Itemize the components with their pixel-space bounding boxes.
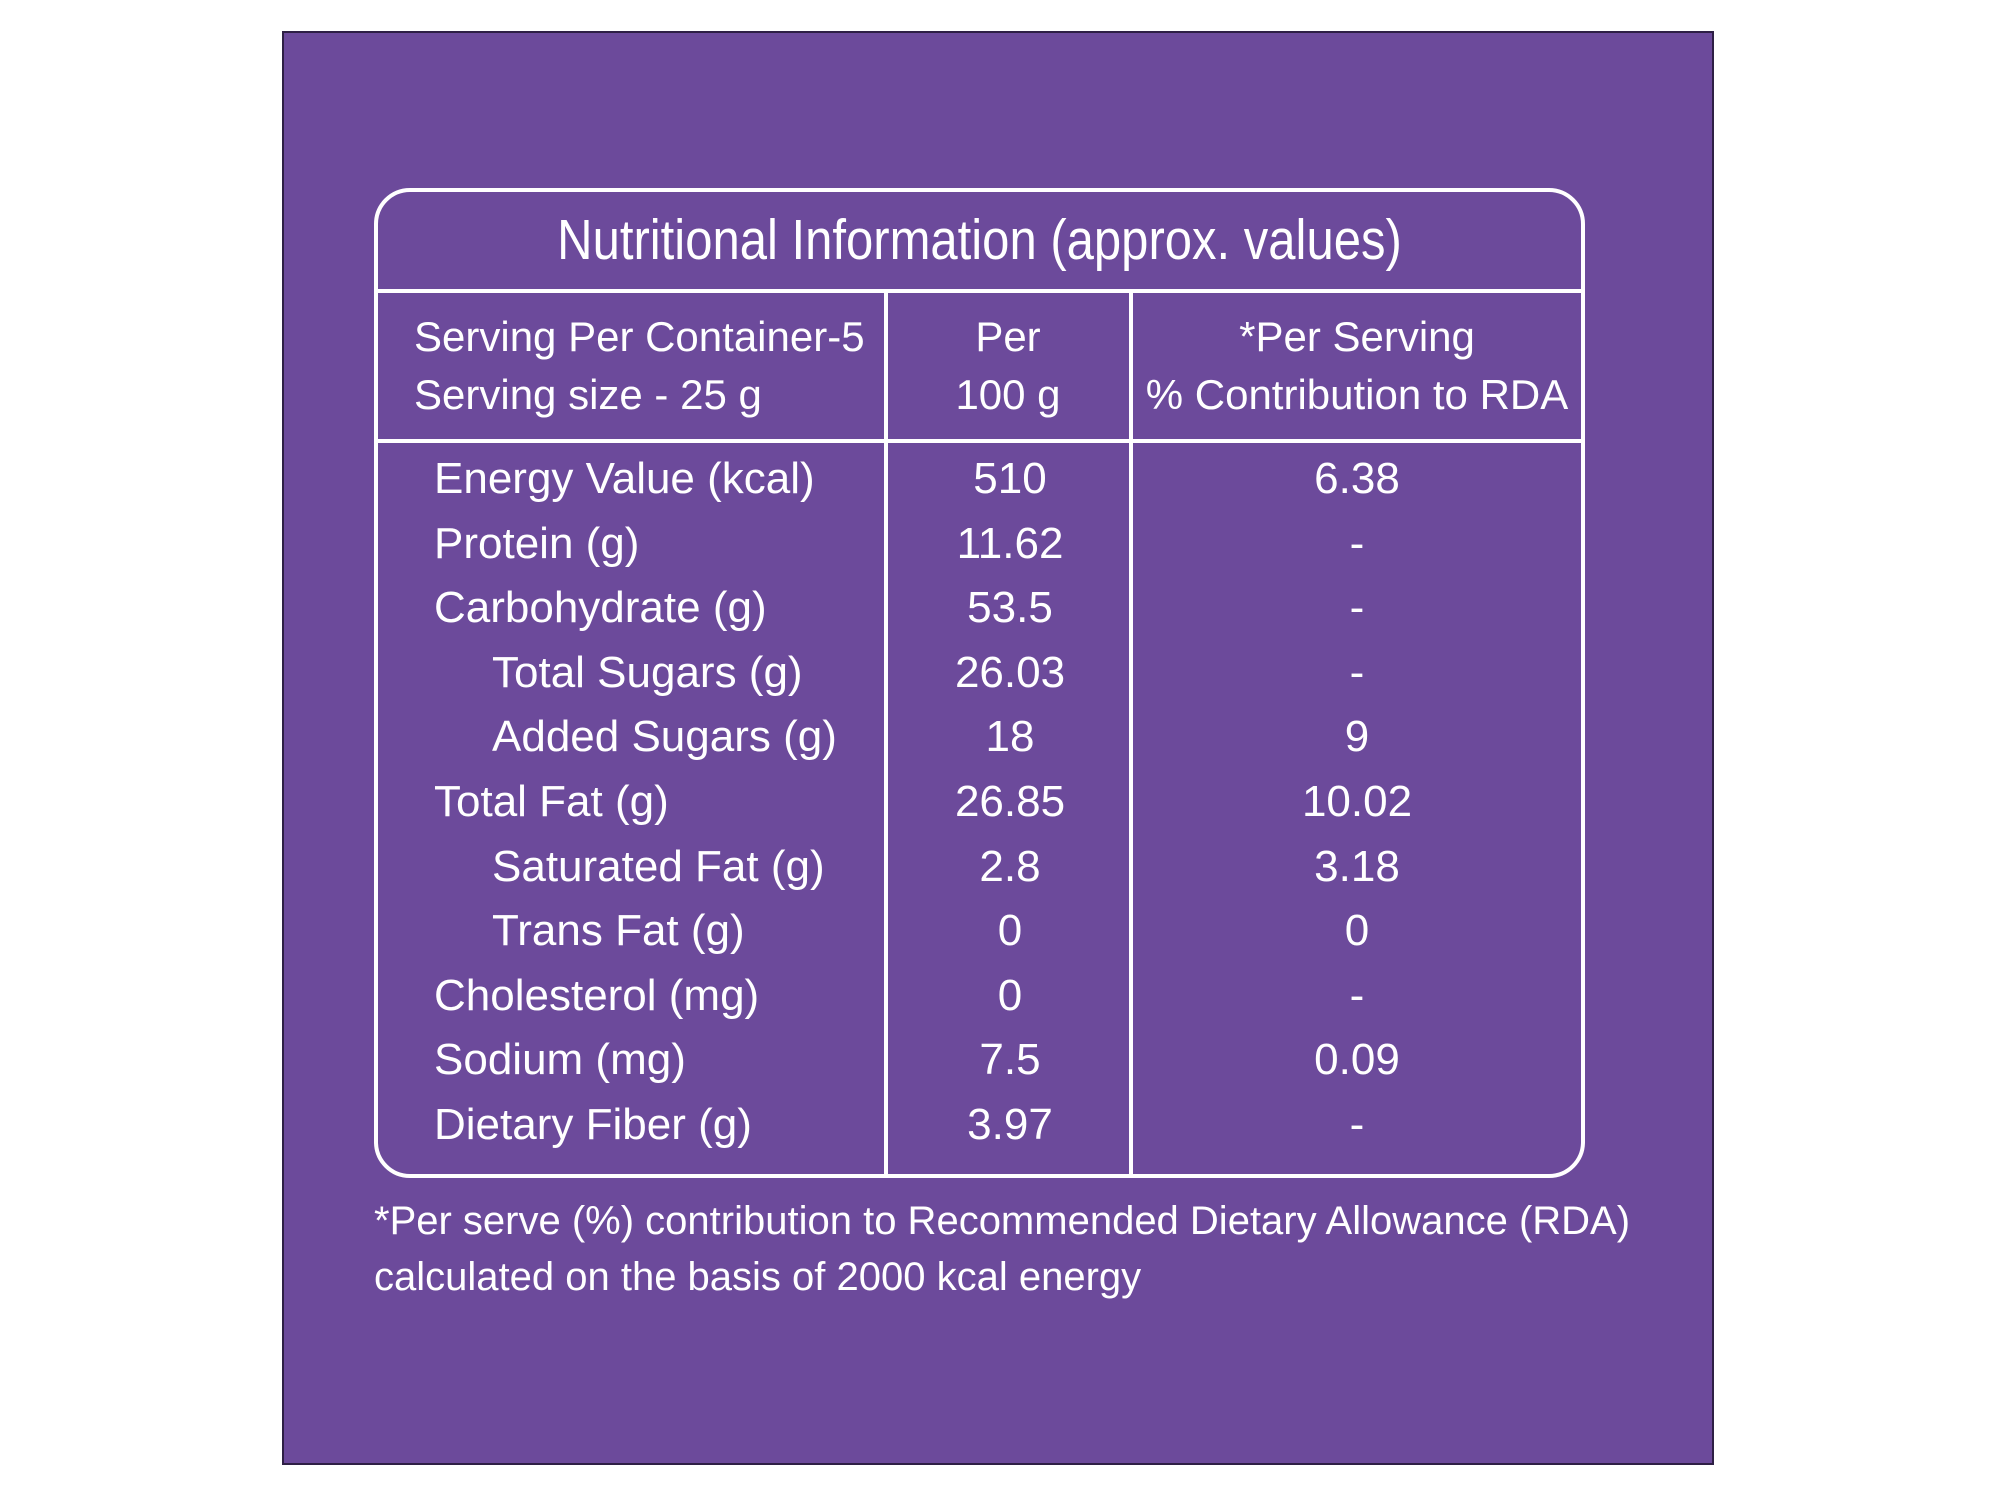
per-100g-value: 26.85 xyxy=(954,776,1066,826)
per-100g-header: Per 100 g xyxy=(888,293,1128,439)
per-serving-header: *Per Serving % Contribution to RDA xyxy=(1133,293,1581,439)
per-100g-header-line2: 100 g xyxy=(955,371,1061,418)
per-serving-value: 0.09 xyxy=(1314,1035,1400,1085)
table-row: Total Sugars (g) 26.03 - xyxy=(378,641,1581,706)
per-serving-value: 10.02 xyxy=(1301,776,1413,826)
per-100g-value: 510 xyxy=(973,454,1047,503)
column-divider-1 xyxy=(884,289,888,1174)
header-divider xyxy=(378,439,1581,443)
table-row: Dietary Fiber (g) 3.97 - xyxy=(378,1093,1581,1158)
table-row: Carbohydrate (g) 53.5 - xyxy=(378,576,1581,641)
per-serving-header-line2: % Contribution to RDA xyxy=(1145,371,1569,418)
per-100g-value: 53.5 xyxy=(967,583,1053,633)
per-100g-value: 0 xyxy=(997,906,1023,956)
servings-per-container: Serving Per Container-5 xyxy=(414,313,865,360)
table-row: Energy Value (kcal) 510 6.38 xyxy=(378,447,1581,512)
nutrient-label: Dietary Fiber (g) xyxy=(434,1099,752,1149)
footnote-line1: *Per serve (%) contribution to Recommend… xyxy=(374,1199,1631,1243)
serving-info-header: Serving Per Container-5 Serving size - 2… xyxy=(414,293,884,439)
per-serving-value: 0 xyxy=(1344,906,1370,956)
table-title: Nutritional Information (approx. values) xyxy=(557,208,1402,272)
nutrient-label: Carbohydrate (g) xyxy=(434,583,767,633)
per-serving-value: - xyxy=(1349,518,1365,568)
nutrient-label: Saturated Fat (g) xyxy=(492,841,825,891)
per-serving-value: - xyxy=(1349,583,1365,633)
per-100g-value: 7.5 xyxy=(979,1035,1041,1085)
rda-footnote: *Per serve (%) contribution to Recommend… xyxy=(374,1193,1631,1305)
per-serving-value: - xyxy=(1349,1099,1365,1149)
per-100g-value: 11.62 xyxy=(956,518,1064,568)
nutrient-label: Energy Value (kcal) xyxy=(434,454,815,503)
footnote-line2: calculated on the basis of 2000 kcal ene… xyxy=(374,1255,1142,1299)
per-100g-value: 2.8 xyxy=(979,841,1041,891)
nutrient-label: Cholesterol (mg) xyxy=(434,970,760,1020)
per-serving-value: - xyxy=(1349,970,1365,1020)
table-row: Protein (g) 11.62 - xyxy=(378,512,1581,577)
per-100g-value: 26.03 xyxy=(954,647,1066,697)
table-row: Total Fat (g) 26.85 10.02 xyxy=(378,770,1581,835)
per-serving-header-line1: *Per Serving xyxy=(1239,313,1475,360)
per-100g-value: 0 xyxy=(997,970,1023,1020)
nutrient-rows: Energy Value (kcal) 510 6.38 Protein (g)… xyxy=(378,447,1581,1158)
table-row: Trans Fat (g) 0 0 xyxy=(378,899,1581,964)
table-row: Sodium (mg) 7.5 0.09 xyxy=(378,1028,1581,1093)
nutrient-label: Sodium (mg) xyxy=(434,1035,686,1085)
label-panel: Nutritional Information (approx. values)… xyxy=(282,31,1714,1465)
nutrition-table: Nutritional Information (approx. values)… xyxy=(374,188,1585,1178)
table-row: Saturated Fat (g) 2.8 3.18 xyxy=(378,835,1581,900)
per-serving-value: 9 xyxy=(1344,712,1370,762)
per-serving-value: 6.38 xyxy=(1314,454,1400,503)
per-100g-value: 18 xyxy=(985,712,1035,762)
title-divider xyxy=(378,289,1581,293)
nutrient-label: Added Sugars (g) xyxy=(492,712,837,762)
nutrient-label: Trans Fat (g) xyxy=(492,906,745,956)
nutrient-label: Total Sugars (g) xyxy=(492,647,803,697)
table-row: Added Sugars (g) 18 9 xyxy=(378,705,1581,770)
serving-size: Serving size - 25 g xyxy=(414,371,762,418)
per-100g-value: 3.97 xyxy=(967,1099,1053,1149)
table-row: Cholesterol (mg) 0 - xyxy=(378,964,1581,1029)
per-serving-value: - xyxy=(1349,647,1365,697)
per-serving-value: 3.18 xyxy=(1314,841,1400,891)
nutrient-label: Total Fat (g) xyxy=(434,776,669,826)
nutrient-label: Protein (g) xyxy=(434,518,640,568)
per-100g-header-line1: Per xyxy=(975,313,1041,360)
column-divider-2 xyxy=(1129,289,1133,1174)
